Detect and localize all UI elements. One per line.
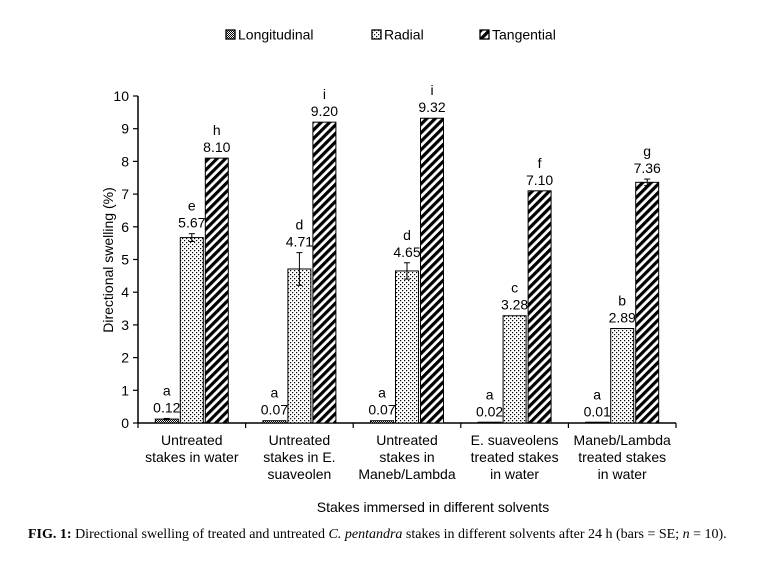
caption-label: FIG. 1: [28, 527, 72, 542]
caption-n: n [682, 527, 690, 542]
bar-radial [287, 268, 312, 424]
y-tick-label: 9 [121, 121, 129, 137]
bar-longitudinal [262, 420, 287, 424]
y-tick-label: 6 [121, 219, 129, 235]
significance-letter: a [378, 385, 386, 401]
legend-label: Radial [384, 27, 424, 43]
category-label-line: Untreated [269, 432, 330, 448]
y-tick-label: 5 [121, 252, 129, 268]
category-label-line: treated stakes [471, 449, 559, 465]
category-label: Untreated stakes in E. suaveolen [263, 432, 335, 482]
significance-letter: a [486, 386, 494, 402]
y-tick-label: 4 [121, 284, 129, 300]
data-label: 0.01 [584, 404, 611, 420]
category-label: Untreated stakes in Maneb/Lambda [358, 432, 456, 482]
y-tick-label: 8 [121, 153, 129, 169]
category-label-line: stakes in E. [263, 449, 335, 465]
data-label: 9.32 [418, 99, 445, 115]
y-axis: 0 1 2 3 4 5 6 7 8 9 10 [113, 88, 139, 431]
data-label: 5.67 [178, 215, 205, 231]
legend: Longitudinal Radial Tangential [225, 27, 556, 43]
bar-radial [610, 327, 635, 424]
category-label-line: Untreated [161, 432, 222, 448]
legend-label: Longitudinal [238, 27, 314, 43]
significance-letter: b [618, 292, 626, 308]
caption-text-1: Directional swelling of treated and untr… [71, 527, 329, 542]
x-axis-label: Stakes immersed in different solvents [317, 499, 549, 515]
data-label: 2.89 [609, 309, 636, 325]
category-label-line: Untreated [376, 432, 437, 448]
x-axis [137, 422, 677, 428]
category-label-line: treated stakes [578, 449, 666, 465]
data-label: 4.71 [286, 234, 313, 250]
bar-radial [395, 270, 419, 424]
data-label: 3.28 [501, 297, 528, 313]
bar-tangential [635, 181, 660, 424]
y-tick-label: 2 [121, 350, 129, 366]
significance-letter: d [403, 227, 411, 243]
significance-letter: i [323, 86, 326, 102]
category-label-line: Maneb/Lambda [358, 466, 456, 482]
category-label-line: in water [490, 466, 539, 482]
significance-letter: d [296, 217, 304, 233]
legend-swatch [371, 29, 382, 40]
bar-chart: Longitudinal Radial Tangential Directional… [100, 27, 677, 515]
significance-letter: g [643, 143, 651, 159]
data-label: 8.10 [203, 139, 230, 155]
category-label-line: in water [598, 466, 647, 482]
category-label-line: stakes in [379, 449, 434, 465]
y-tick-label: 0 [121, 415, 129, 431]
bar-radial [179, 237, 204, 424]
data-label: 9.20 [311, 103, 338, 119]
bar-tangential [420, 117, 444, 424]
legend-swatch [225, 29, 236, 40]
bar-longitudinal [477, 421, 502, 424]
y-tick-label: 7 [121, 186, 129, 202]
caption-species: C. pentandra [328, 527, 403, 542]
significance-letter: i [430, 82, 433, 98]
y-tick-label: 3 [121, 317, 129, 333]
bar-tangential [204, 157, 229, 424]
legend-swatch [479, 29, 490, 40]
data-label: 0.12 [153, 399, 180, 415]
data-label: 4.65 [393, 244, 420, 260]
significance-letter: a [163, 382, 171, 398]
category-label-line: Maneb/Lambda [574, 432, 672, 448]
bars: 0.12a0.07a0.07a0.02a0.01a5.67e4.71d4.65d… [153, 82, 661, 424]
caption-text-3: = 10). [689, 527, 727, 542]
significance-letter: e [188, 198, 196, 214]
category-label-line: suaveolen [267, 466, 331, 482]
significance-letter: a [593, 387, 601, 403]
data-label: 0.02 [476, 403, 503, 419]
y-tick-label: 1 [121, 382, 129, 398]
category-label: Maneb/Lambda treated stakes in water [574, 432, 672, 482]
y-axis-label: Directional swelling (%) [100, 187, 116, 333]
bar-radial [502, 315, 527, 424]
bar-longitudinal [585, 421, 610, 424]
category-label: Untreated stakes in water [145, 432, 239, 465]
bar-tangential [312, 121, 337, 424]
significance-letter: a [271, 385, 279, 401]
data-label: 7.36 [634, 160, 661, 176]
data-label: 7.10 [526, 172, 553, 188]
category-label: E. suaveolens treated stakes in water [471, 432, 559, 482]
data-label: 0.07 [368, 402, 395, 418]
caption-text-2: stakes in different solvents after 24 h … [402, 527, 683, 542]
legend-label: Tangential [492, 27, 556, 43]
bar-longitudinal [370, 420, 394, 424]
significance-letter: c [511, 280, 518, 296]
figure-caption: FIG. 1: Directional swelling of treated … [28, 526, 748, 544]
significance-letter: f [538, 155, 542, 171]
significance-letter: h [213, 122, 221, 138]
bar-tangential [527, 190, 552, 424]
data-label: 0.07 [261, 402, 288, 418]
category-label-line: stakes in water [145, 449, 239, 465]
category-label-line: E. suaveolens [471, 432, 559, 448]
y-tick-label: 10 [113, 88, 129, 104]
